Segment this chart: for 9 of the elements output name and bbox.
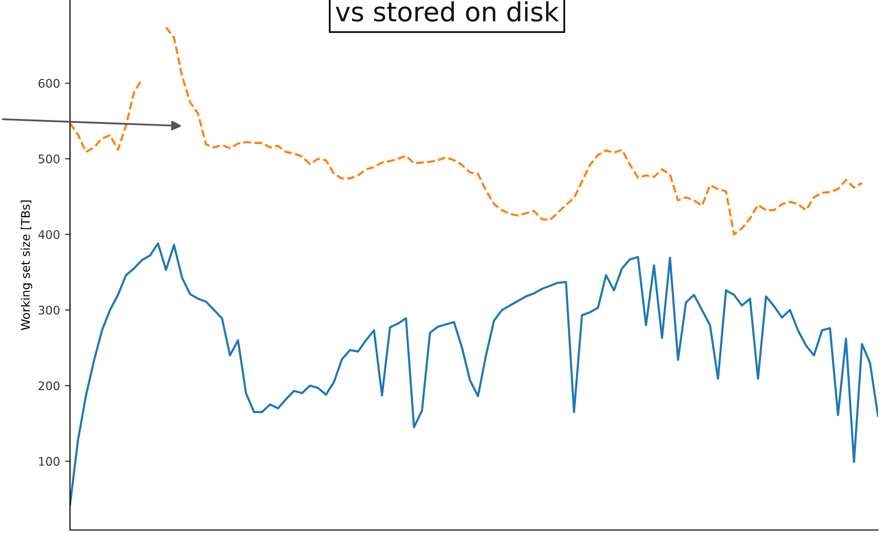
y-tick-label: 100 — [39, 456, 60, 466]
y-tick-label: 400 — [38, 230, 60, 240]
annotation: vs stored on disk — [336, 1, 559, 22]
y-tick-label: 500 — [38, 154, 60, 164]
y-tick-label: 200 — [38, 381, 60, 390]
y-tick-label: 300 — [38, 306, 60, 315]
y-axis-title: Working set size [TBs] — [20, 200, 32, 330]
y-tick-label: 600 — [38, 78, 60, 88]
line-series — [70, 242, 878, 506]
